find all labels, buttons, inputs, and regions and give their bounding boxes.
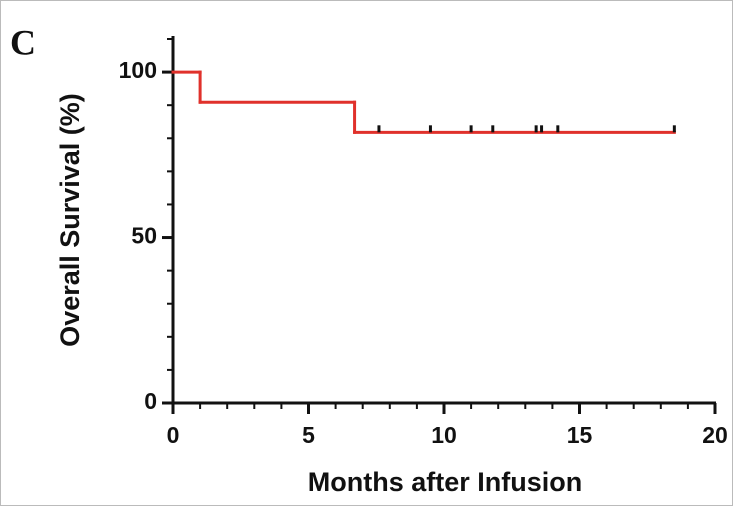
x-tick-label: 5 (302, 422, 315, 448)
x-tick-label: 15 (567, 422, 593, 448)
x-tick-label: 10 (431, 422, 457, 448)
y-tick-label: 50 (131, 223, 157, 249)
y-tick-label: 0 (144, 388, 157, 414)
y-tick-label: 100 (119, 57, 157, 83)
panel-label: C (10, 22, 36, 62)
x-tick-label: 0 (167, 422, 180, 448)
x-tick-label: 20 (702, 422, 728, 448)
x-axis-title: Months after Infusion (308, 467, 582, 497)
y-axis-title: Overall Survival (%) (55, 93, 85, 347)
